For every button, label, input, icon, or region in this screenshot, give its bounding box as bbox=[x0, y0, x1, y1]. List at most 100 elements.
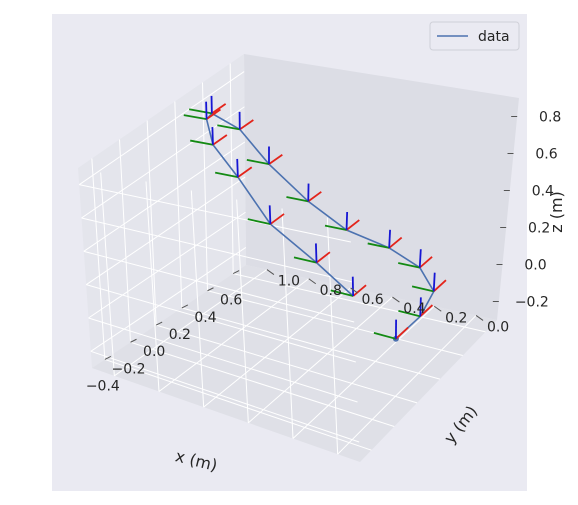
frame-y-axis-10 bbox=[183, 114, 207, 121]
frame-y-axis-5 bbox=[324, 224, 347, 231]
grid-side-z-3 bbox=[83, 250, 355, 323]
grid-floor-x-5 bbox=[233, 273, 486, 333]
frame-x-axis-12 bbox=[237, 166, 253, 178]
frame-x-axis-2 bbox=[433, 279, 447, 293]
grid-side-y-3 bbox=[190, 190, 205, 408]
y-tick-3: 0.6 bbox=[361, 292, 383, 308]
x-tick-mark-5 bbox=[232, 270, 240, 275]
frame-x-axis-9 bbox=[211, 103, 227, 115]
frame-z-axis-3 bbox=[418, 249, 422, 268]
x-tick-5: 0.6 bbox=[220, 293, 242, 309]
frame-y-axis-14 bbox=[293, 256, 317, 264]
y-tick-5: 1.0 bbox=[278, 274, 300, 290]
frame-z-axis-1 bbox=[419, 297, 422, 317]
grid-side-z-4 bbox=[81, 217, 353, 283]
frame-x-axis-6 bbox=[307, 191, 322, 203]
x-tick-mark-1 bbox=[130, 338, 137, 343]
grid-back-z-0 bbox=[90, 247, 247, 352]
frame-x-axis-11 bbox=[212, 134, 228, 146]
grid-floor-y-1 bbox=[292, 305, 435, 439]
frame-x-axis-5 bbox=[345, 219, 360, 231]
x-tick-mark-2 bbox=[155, 321, 163, 326]
z-tick-2: 0.2 bbox=[528, 221, 550, 237]
x-tick-0: −0.4 bbox=[86, 378, 120, 394]
frame-z-axis-2 bbox=[432, 272, 436, 292]
x-tick-2: 0.0 bbox=[143, 344, 165, 360]
grid-floor-x-0 bbox=[104, 358, 372, 451]
z-tick-4: 0.6 bbox=[535, 147, 557, 163]
grid-side-y-2 bbox=[236, 199, 249, 423]
frame-x-axis-1 bbox=[419, 304, 434, 317]
y-tick-mark-2 bbox=[392, 296, 400, 303]
grid-back-x-1 bbox=[119, 139, 131, 343]
x-tick-3: 0.2 bbox=[169, 327, 191, 343]
frame-x-axis-8 bbox=[239, 119, 254, 131]
x-tick-mark-3 bbox=[181, 304, 189, 309]
y-tick-4: 0.8 bbox=[320, 283, 342, 299]
frame-y-axis-12 bbox=[214, 171, 239, 179]
grid-side-z-2 bbox=[86, 284, 356, 363]
grid-side-z-5 bbox=[79, 184, 351, 243]
y-tick-mark-0 bbox=[475, 315, 484, 321]
z-axis-label: z (m) bbox=[547, 191, 566, 233]
y-tick-1: 0.2 bbox=[445, 310, 467, 326]
grid-floor-y-4 bbox=[158, 278, 310, 392]
z-tick-3: 0.4 bbox=[532, 184, 554, 200]
grid-back-z-3 bbox=[83, 141, 246, 252]
series-data bbox=[183, 95, 447, 342]
grid bbox=[78, 63, 486, 455]
legend-box bbox=[429, 21, 520, 51]
y-tick-mark-1 bbox=[433, 305, 442, 312]
z-tick-5: 0.8 bbox=[539, 110, 561, 126]
grid-side-y-4 bbox=[145, 181, 160, 392]
grid-side-z-0 bbox=[90, 350, 360, 443]
frame-z-axis-12 bbox=[236, 158, 239, 178]
z-tick-1: 0.0 bbox=[524, 258, 546, 274]
frame-y-axis-11 bbox=[190, 139, 214, 146]
y-tick-0: 0.0 bbox=[487, 319, 509, 335]
floor-pane bbox=[92, 265, 497, 462]
grid-floor-x-4 bbox=[207, 290, 463, 356]
frame-y-axis-9 bbox=[189, 108, 213, 115]
grid-back-x-4 bbox=[202, 82, 208, 291]
frame-y-axis-13 bbox=[247, 218, 271, 225]
frame-x-axis-4 bbox=[388, 236, 403, 249]
frame-x-axis-15 bbox=[352, 284, 367, 297]
grid-floor-y-3 bbox=[203, 287, 351, 408]
frame-y-axis-4 bbox=[367, 242, 390, 249]
frame-y-axis-6 bbox=[286, 196, 309, 203]
legend-entry-data: data bbox=[478, 29, 510, 45]
frame-x-axis-0 bbox=[395, 326, 409, 340]
z-tick-0: −0.2 bbox=[515, 295, 549, 311]
frame-y-axis-7 bbox=[246, 158, 270, 166]
y-tick-mark-3 bbox=[350, 287, 358, 294]
frame-x-axis-14 bbox=[315, 251, 331, 264]
grid-floor-y-5 bbox=[114, 269, 268, 377]
frame-x-axis-13 bbox=[269, 213, 285, 225]
y-tick-2: 0.4 bbox=[403, 301, 425, 317]
frame-z-axis-4 bbox=[388, 229, 391, 248]
frame-y-axis-1 bbox=[398, 310, 421, 318]
legend: data bbox=[429, 21, 520, 51]
grid-back-z-1 bbox=[88, 211, 246, 319]
grid-back-x-0 bbox=[91, 158, 106, 360]
frame-x-axis-7 bbox=[268, 153, 283, 165]
x-tick-mark-0 bbox=[104, 355, 112, 360]
frame-z-axis-13 bbox=[268, 205, 272, 225]
x-tick-1: −0.2 bbox=[112, 361, 146, 377]
frame-z-axis-11 bbox=[211, 127, 214, 145]
tick-labels: −0.4−0.20.00.20.40.60.00.20.40.60.81.0−0… bbox=[86, 110, 561, 395]
y-tick-mark-4 bbox=[308, 278, 317, 285]
series-line-0 bbox=[205, 112, 435, 340]
frame-y-axis-15 bbox=[330, 289, 354, 297]
back-pane bbox=[244, 54, 519, 320]
grid-floor-x-1 bbox=[130, 341, 395, 427]
frame-y-axis-3 bbox=[398, 262, 420, 269]
frame-y-axis-8 bbox=[217, 124, 240, 131]
grid-side-y-0 bbox=[326, 217, 339, 455]
frame-z-axis-5 bbox=[345, 211, 349, 231]
grid-floor-y-2 bbox=[248, 296, 393, 424]
grid-back-x-3 bbox=[174, 101, 183, 308]
grid-floor-y-0 bbox=[337, 315, 477, 455]
